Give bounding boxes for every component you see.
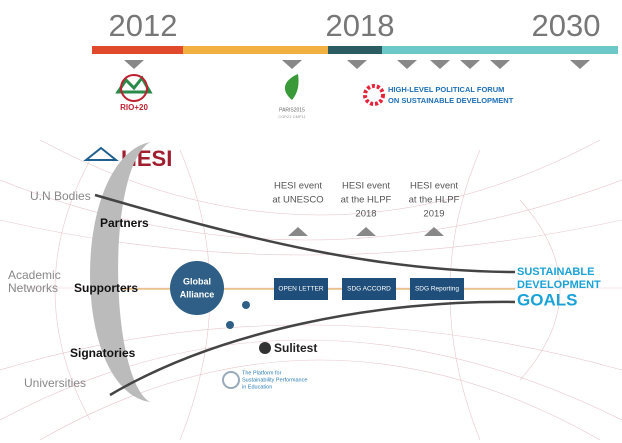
timeline-segment — [328, 46, 382, 54]
rio-logo — [115, 74, 153, 102]
year: 2030 — [532, 8, 601, 43]
platform-label: Sustainability Performance — [242, 377, 307, 383]
event-label: at UNESCO — [272, 195, 323, 206]
paris-logo — [284, 74, 299, 100]
platform-icon — [222, 371, 240, 389]
group-label: Universities — [24, 376, 86, 390]
event-label: at the HLPF — [341, 195, 392, 206]
role-label: Partners — [100, 216, 149, 230]
role-label: Signatories — [70, 346, 136, 360]
timeline-segment — [92, 46, 183, 54]
sdg-label: DEVELOPMENT — [517, 279, 601, 291]
event-marker — [288, 227, 308, 236]
milestone-label: SDG Reporting — [415, 286, 459, 293]
alliance-label: Global — [183, 276, 211, 286]
milestone-label: OPEN LETTER — [278, 286, 323, 293]
dot — [242, 301, 250, 309]
hlpf-label: HIGH-LEVEL POLITICAL FORUM — [388, 85, 504, 94]
timeline-markers — [124, 60, 590, 69]
sulitest-label: Sulitest — [274, 341, 317, 355]
milestone-label: SDG ACCORD — [347, 286, 391, 293]
event-label: HESI event — [342, 181, 390, 192]
platform-label: in Education — [242, 384, 272, 390]
event-label: HESI event — [410, 181, 458, 192]
group-label: U.N Bodies — [30, 189, 91, 203]
sulitest-icon — [259, 342, 271, 354]
timeline-segment — [183, 46, 328, 54]
year: 2018 — [326, 8, 395, 43]
dot — [226, 321, 234, 329]
event-marker — [356, 227, 376, 236]
ring — [90, 142, 150, 402]
rio-label: RIO+20 — [120, 103, 148, 112]
event-label: at the HLPF — [409, 195, 460, 206]
paris-label: COP21·CMP11 — [278, 114, 306, 119]
paris-label: PARIS2015 — [279, 107, 305, 113]
sdg-label: SUSTAINABLE — [517, 266, 594, 278]
alliance-circle — [170, 261, 224, 315]
event-label: 2018 — [355, 209, 376, 220]
hlpf-logo — [363, 84, 385, 106]
group-label: Academic — [8, 268, 61, 282]
timeline-segment — [382, 46, 618, 54]
sdg-label: GOALS — [517, 290, 577, 309]
milestone-box — [342, 278, 396, 300]
funnel-curve — [94, 193, 516, 274]
group-label: Networks — [8, 281, 58, 295]
milestone-box — [410, 278, 464, 300]
funnel-curve — [109, 300, 516, 397]
alliance-label: Alliance — [180, 289, 215, 299]
hesi-icon — [83, 146, 119, 161]
event-label: HESI event — [274, 181, 322, 192]
event-label: 2019 — [423, 209, 444, 220]
year: 2012 — [109, 8, 178, 43]
event-marker — [424, 227, 444, 236]
role-label: Supporters — [74, 281, 138, 295]
platform-label: The Platform for — [242, 370, 282, 376]
milestone-box — [274, 278, 328, 300]
hlpf-label: ON SUSTAINABLE DEVELOPMENT — [388, 96, 514, 105]
events: HESI event at UNESCO HESI event at the HLPF… — [272, 181, 464, 300]
